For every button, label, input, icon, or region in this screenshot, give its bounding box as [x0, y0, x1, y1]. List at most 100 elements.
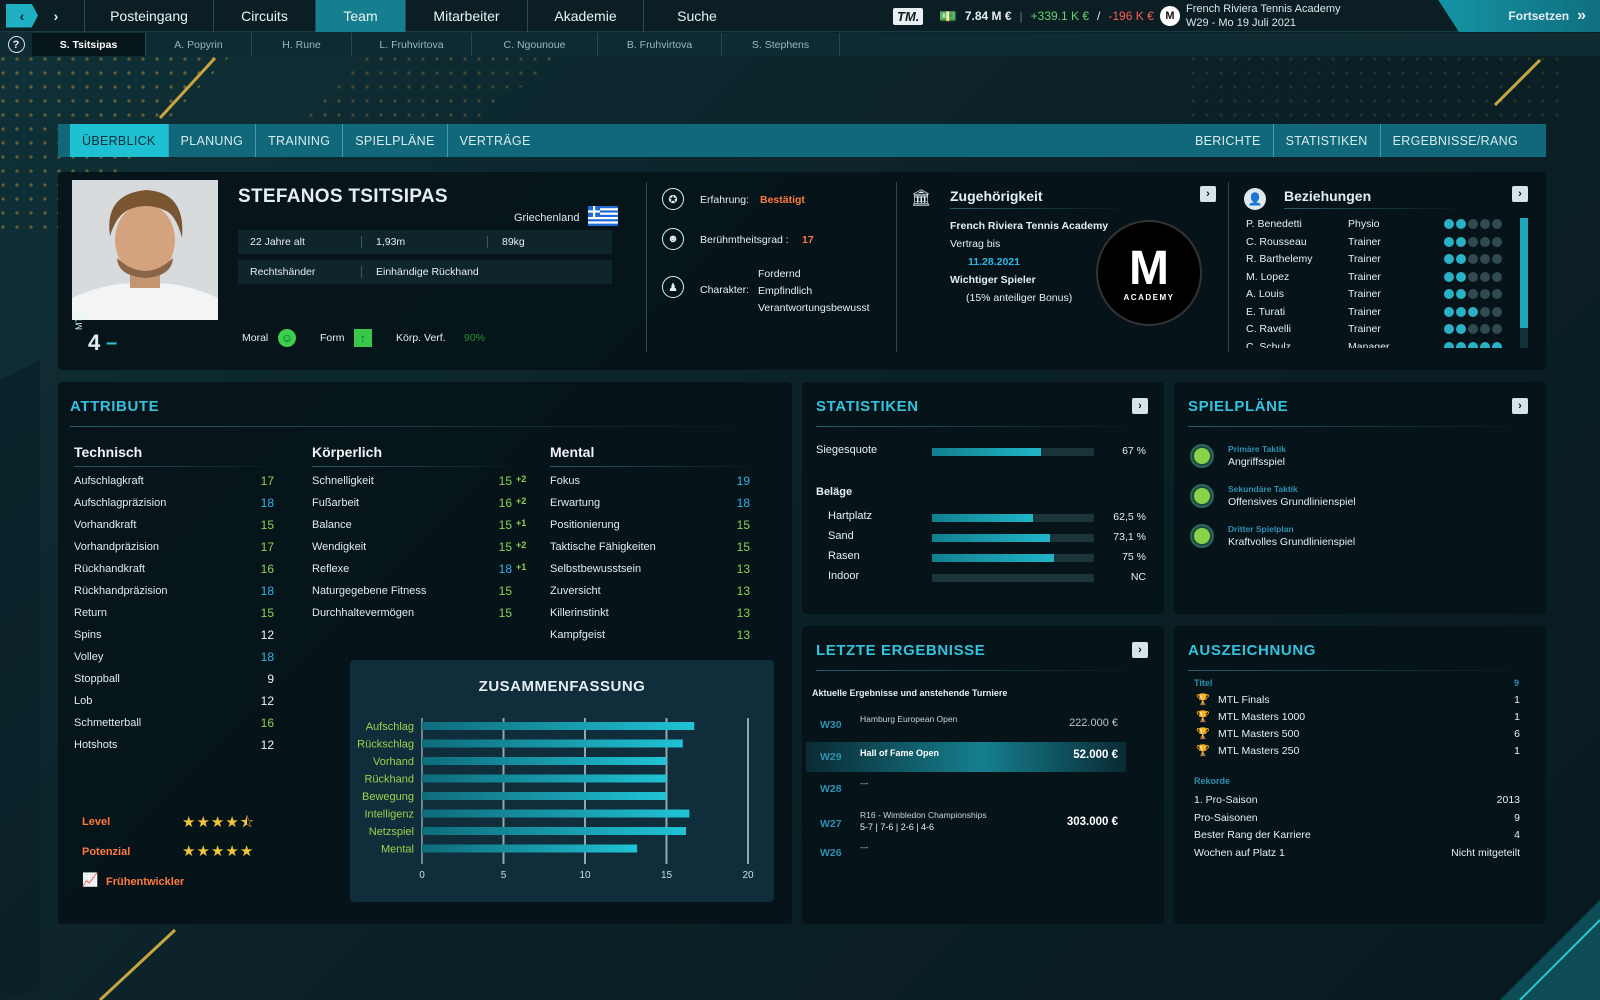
- divider: [70, 426, 770, 427]
- relation-dot: [1456, 324, 1466, 334]
- result-row[interactable]: W27 R16 - Wimbledon Championships 5-7 | 7-…: [806, 806, 1126, 836]
- character-label: Charakter:: [700, 284, 750, 296]
- results-chevron-right-icon[interactable]: ›: [1132, 642, 1148, 658]
- relations-chevron-right-icon[interactable]: ›: [1512, 186, 1528, 202]
- player-tab-tsitsipas[interactable]: S. Tsitsipas: [32, 33, 146, 56]
- academy-logo-icon: M: [1160, 6, 1180, 26]
- character-trait: Fordernd: [758, 268, 801, 280]
- award-count: 1: [1514, 694, 1520, 706]
- relation-dot: [1456, 271, 1466, 282]
- player-weight: 89kg: [502, 236, 525, 248]
- relation-row[interactable]: P. Benedetti Physio: [1244, 216, 1514, 233]
- tab-akademie[interactable]: Akademie: [528, 0, 644, 32]
- statistics-title: STATISTIKEN: [816, 398, 919, 415]
- continue-button[interactable]: Fortsetzen »: [1438, 0, 1600, 32]
- tab-ergebnisse-rang[interactable]: ERGEBNISSE/RANG: [1392, 133, 1518, 148]
- attribute-value: 15: [260, 606, 274, 620]
- player-tab-stephens[interactable]: S. Stephens: [722, 33, 840, 56]
- chart-category-label: Intelligenz: [364, 809, 414, 821]
- chart-category-label: Rückhand: [364, 774, 414, 786]
- attribute-value: 15: [498, 540, 512, 554]
- attribute-name: Wendigkeit: [312, 541, 367, 553]
- tactic-value[interactable]: Angriffsspiel: [1228, 456, 1286, 468]
- result-row[interactable]: W30 Hamburg European Open 222.000 €: [806, 710, 1126, 740]
- tab-vertraege[interactable]: VERTRÄGE: [459, 133, 531, 148]
- tab-statistiken[interactable]: STATISTIKEN: [1274, 124, 1381, 157]
- relation-dot: [1480, 219, 1490, 229]
- result-prize: 303.000 €: [1066, 816, 1118, 828]
- tab-ueberblick[interactable]: ÜBERBLICK: [70, 124, 169, 157]
- attribute-name: Vorhandkraft: [74, 519, 137, 531]
- relation-dot: [1480, 271, 1490, 282]
- result-row[interactable]: W28 ---: [806, 774, 1126, 804]
- tab-suche[interactable]: Suche: [677, 8, 717, 24]
- titles-label: Titel: [1194, 678, 1213, 688]
- star-icon: ★: [182, 814, 197, 831]
- summary-chart-title: ZUSAMMENFASSUNG: [478, 678, 646, 695]
- gameplans-chevron-right-icon[interactable]: ›: [1512, 398, 1528, 414]
- player-style-info: Rechtshänder Einhändige Rückhand: [238, 260, 612, 284]
- relation-row[interactable]: C. Rousseau Trainer: [1244, 234, 1514, 251]
- player-tab-rune[interactable]: H. Rune: [252, 33, 352, 56]
- chart-bar: [422, 844, 638, 853]
- attribute-value: 15: [498, 584, 512, 598]
- relation-row[interactable]: A. Louis Trainer: [1244, 286, 1514, 303]
- relation-row[interactable]: R. Barthelemy Trainer: [1244, 251, 1514, 268]
- surfaces-label: Beläge: [816, 486, 853, 498]
- player-tab-l-fruhvirtova[interactable]: L. Fruhvirtova: [352, 33, 472, 56]
- relation-dot: [1492, 324, 1502, 334]
- attribute-value: 15: [498, 474, 512, 488]
- character-icon: ♟: [662, 276, 684, 298]
- tactic-value[interactable]: Offensives Grundlinienspiel: [1228, 496, 1356, 508]
- early-developer-label: Frühentwickler: [106, 876, 185, 888]
- tab-training[interactable]: TRAINING: [256, 124, 344, 157]
- player-tab-popyrin[interactable]: A. Popyrin: [146, 33, 252, 56]
- relation-role: Manager: [1348, 340, 1390, 349]
- result-row[interactable]: W29 Hall of Fame Open 52.000 €: [806, 742, 1126, 772]
- relation-row[interactable]: M. Lopez Trainer: [1244, 269, 1514, 286]
- relations-person-icon: 👤: [1244, 188, 1266, 210]
- relations-scrollbar[interactable]: [1520, 218, 1528, 348]
- relation-row[interactable]: C. Schulz Manager: [1244, 339, 1514, 349]
- relation-dot: [1492, 289, 1502, 299]
- back-arrow-icon[interactable]: ‹: [6, 3, 38, 28]
- result-week: W26: [820, 847, 842, 859]
- relation-dot: [1456, 236, 1466, 247]
- divider: [646, 182, 647, 352]
- surface-bar: [932, 514, 1094, 522]
- membership-academy: French Riviera Tennis Academy: [950, 220, 1109, 232]
- tab-mitarbeiter[interactable]: Mitarbeiter: [406, 0, 528, 32]
- tab-spielplaene[interactable]: SPIELPLÄNE: [343, 124, 448, 157]
- forward-arrow-icon[interactable]: ›: [53, 7, 59, 24]
- relation-level: [1444, 324, 1504, 337]
- money-icon: 💵: [939, 7, 957, 24]
- relation-name: R. Barthelemy: [1246, 253, 1313, 265]
- attributes-panel: ATTRIBUTE Technisch Körperlich Mental Au…: [58, 382, 792, 924]
- gameplans-panel: SPIELPLÄNE › Primäre Taktik Angriffsspiel…: [1174, 382, 1546, 614]
- relation-level: [1444, 271, 1504, 285]
- relation-row[interactable]: C. Ravelli Trainer: [1244, 321, 1514, 338]
- tactic-value[interactable]: Kraftvolles Grundlinienspiel: [1228, 536, 1356, 548]
- history-nav: ‹ ›: [0, 0, 84, 31]
- tab-circuits[interactable]: Circuits: [214, 0, 316, 32]
- result-prize: 52.000 €: [1073, 749, 1118, 761]
- win-rate-bar-fill: [932, 448, 1041, 456]
- fame-value: 17: [802, 234, 814, 246]
- tab-berichte[interactable]: BERICHTE: [1183, 124, 1274, 157]
- tab-posteingang[interactable]: Posteingang: [84, 0, 214, 32]
- membership-chevron-right-icon[interactable]: ›: [1200, 186, 1216, 202]
- relation-dot: [1492, 341, 1502, 348]
- help-button[interactable]: ?: [0, 33, 32, 56]
- result-row[interactable]: W26 ---: [806, 838, 1126, 868]
- win-rate-label: Siegesquote: [816, 444, 878, 456]
- continue-label: Fortsetzen: [1508, 9, 1570, 23]
- player-tab-b-fruhvirtova[interactable]: B. Fruhvirtova: [598, 33, 722, 56]
- relation-level: [1444, 236, 1504, 250]
- relation-dot: [1492, 271, 1502, 282]
- attribute-name: Hotshots: [74, 739, 118, 751]
- relation-row[interactable]: E. Turati Trainer: [1244, 304, 1514, 321]
- tab-team[interactable]: Team: [316, 0, 406, 32]
- player-tab-ngounoue[interactable]: C. Ngounoue: [472, 33, 598, 56]
- tab-planung[interactable]: PLANUNG: [169, 124, 257, 157]
- statistics-chevron-right-icon[interactable]: ›: [1132, 398, 1148, 414]
